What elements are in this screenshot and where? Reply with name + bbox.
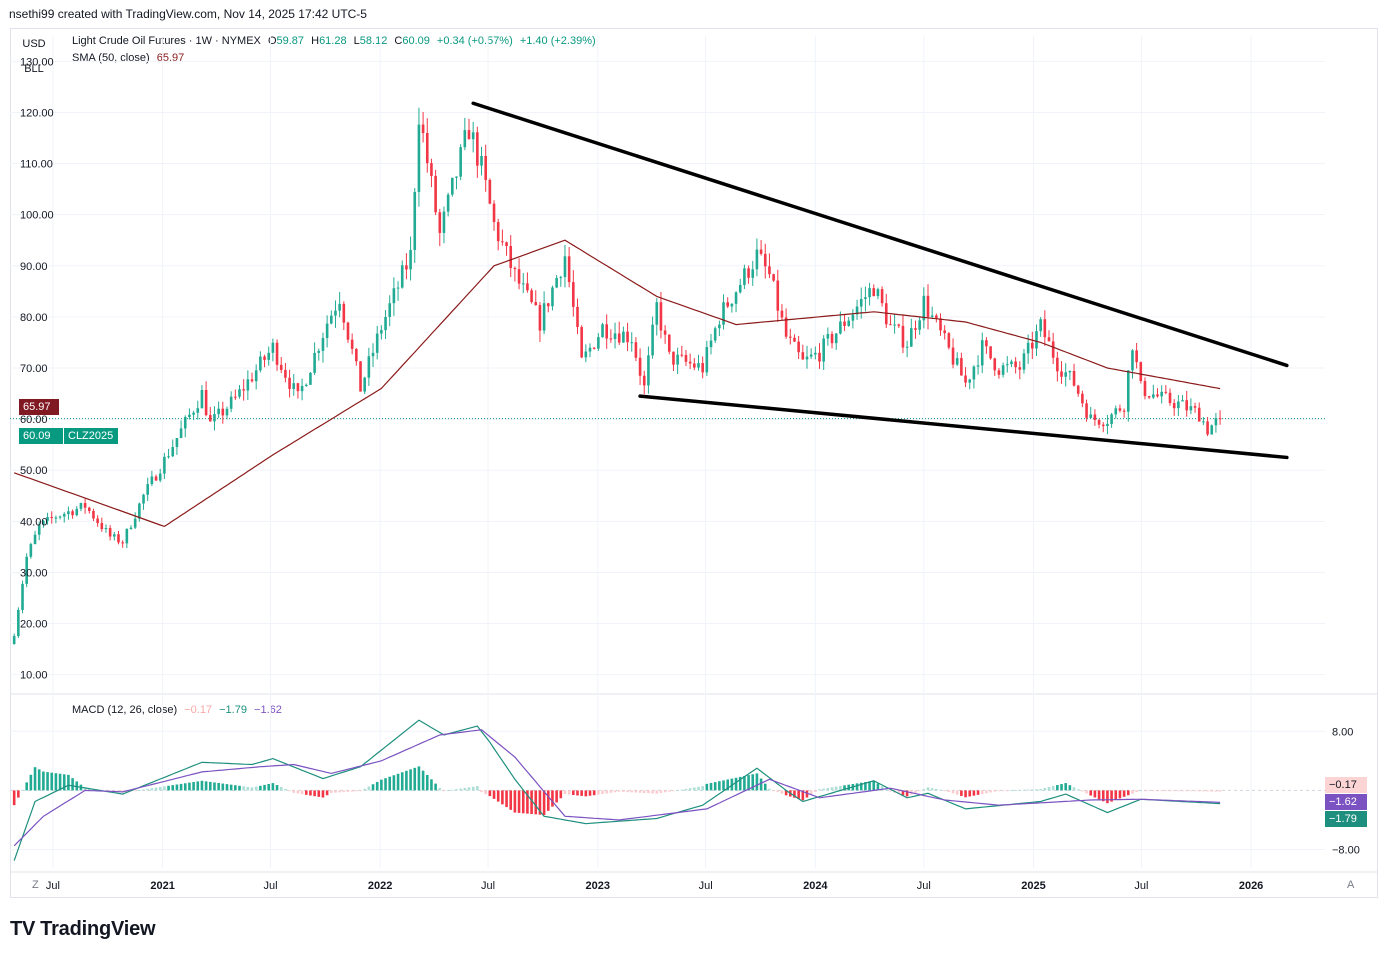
macd-line-value: −1.79 bbox=[219, 704, 247, 716]
low-label: L bbox=[353, 35, 360, 47]
currency-button[interactable]: USD bbox=[22, 38, 46, 50]
symbol-legend: Light Crude Oil Futures · 1W · NYMEX O59… bbox=[72, 35, 596, 47]
sma-label: SMA (50, close) bbox=[72, 52, 150, 64]
high-label: H bbox=[311, 35, 320, 47]
macd-hist-badge: −0.17 bbox=[1325, 777, 1367, 793]
macd-legend[interactable]: MACD (12, 26, close) −0.17 −1.79 −1.62 bbox=[72, 704, 282, 716]
brand-name: TradingView bbox=[40, 918, 156, 940]
open-value: 59.87 bbox=[276, 35, 305, 47]
sma-price-badge: 65.97 bbox=[19, 399, 59, 415]
chart-frame bbox=[10, 28, 1378, 898]
macd-line-badge: −1.79 bbox=[1325, 811, 1367, 827]
symbol-title: Light Crude Oil Futures · 1W · NYMEX bbox=[72, 35, 261, 47]
ticker-badge: CLZ2025 bbox=[64, 428, 118, 444]
change-value: +0.34 (+0.57%) bbox=[436, 35, 513, 47]
publish-info: nsethi99 created with TradingView.com, N… bbox=[9, 7, 367, 21]
sma-legend[interactable]: SMA (50, close) 65.97 bbox=[72, 52, 184, 64]
macd-signal-value: −1.62 bbox=[254, 704, 282, 716]
close-label: C bbox=[394, 35, 403, 47]
tradingview-logo-icon: TV bbox=[10, 918, 36, 940]
macd-signal-badge: −1.62 bbox=[1325, 794, 1367, 810]
close-value: 60.09 bbox=[402, 35, 430, 47]
timezone-button[interactable]: Z bbox=[32, 879, 39, 891]
open-label: O bbox=[267, 35, 277, 47]
macd-hist-value: −0.17 bbox=[184, 704, 213, 716]
macd-label: MACD (12, 26, close) bbox=[72, 704, 178, 716]
sma-legend-value: 65.97 bbox=[156, 52, 185, 64]
low-value: 58.12 bbox=[359, 35, 388, 47]
unit-button[interactable]: BLL bbox=[24, 63, 44, 75]
change2-value: +1.40 (+2.39%) bbox=[519, 35, 596, 47]
last-price-badge: 60.09 bbox=[19, 428, 63, 444]
high-value: 61.28 bbox=[319, 35, 347, 47]
tradingview-brand[interactable]: TV TradingView bbox=[10, 918, 156, 941]
auto-scale-button[interactable]: A bbox=[1347, 879, 1355, 891]
